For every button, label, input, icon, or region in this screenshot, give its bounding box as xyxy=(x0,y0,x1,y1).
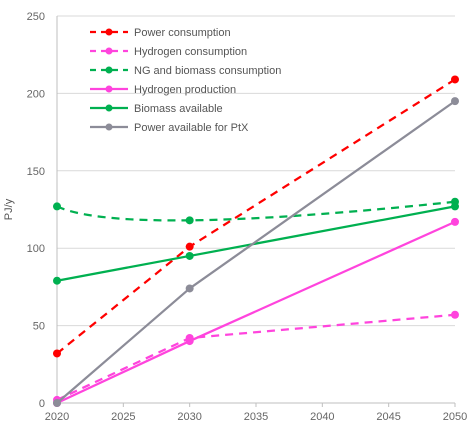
x-tick-label-2045: 2045 xyxy=(376,411,400,423)
legend-swatch-marker xyxy=(105,28,113,36)
series-5-point-2020 xyxy=(53,276,61,285)
series-line-3 xyxy=(56,200,456,222)
legend-label: Power available for PtX xyxy=(134,122,249,134)
legend-label: Hydrogen production xyxy=(134,84,236,96)
legend-label: Biomass available xyxy=(134,103,223,115)
series-6-point-2030 xyxy=(185,284,194,293)
series-1-point-2020 xyxy=(53,349,61,358)
series-line-2 xyxy=(56,313,456,401)
series-1-point-2030 xyxy=(185,242,194,251)
legend-item-2: Hydrogen consumption xyxy=(90,46,247,58)
x-tick-label-2035: 2035 xyxy=(244,411,268,423)
legend-item-1: Power consumption xyxy=(90,27,231,39)
series-line-4 xyxy=(56,220,456,405)
y-tick-label-50: 50 xyxy=(33,321,45,333)
series-3-point-2030 xyxy=(185,216,194,225)
series-6-point-2020 xyxy=(53,399,61,407)
legend-label: NG and biomass consumption xyxy=(134,65,281,77)
legend-swatch-marker xyxy=(105,104,113,112)
series-3-point-2020 xyxy=(53,202,61,211)
legend-item-6: Power available for PtX xyxy=(90,122,249,134)
y-axis-label: PJ/y xyxy=(3,198,15,220)
series-5-point-2050 xyxy=(451,202,459,211)
legend-item-3: NG and biomass consumption xyxy=(90,65,281,77)
x-tick-label-2040: 2040 xyxy=(310,411,334,423)
y-tick-label-250: 250 xyxy=(27,11,45,23)
x-tick-label-2030: 2030 xyxy=(177,411,201,423)
legend-label: Hydrogen consumption xyxy=(134,46,247,58)
legend: Power consumption Hydrogen consumption NG … xyxy=(90,27,281,134)
legend-swatch-marker xyxy=(105,123,113,131)
y-tick-label-200: 200 xyxy=(27,88,45,100)
series-5-point-2030 xyxy=(185,251,194,260)
legend-label: Power consumption xyxy=(134,27,231,39)
series-lines xyxy=(53,75,459,407)
legend-swatch-marker xyxy=(105,85,113,93)
x-tick-label-2020: 2020 xyxy=(45,411,69,423)
series-line-6 xyxy=(56,100,456,404)
series-1-point-2050 xyxy=(451,75,459,84)
y-tick-label-150: 150 xyxy=(27,166,45,178)
axes: 0 50 100 150 200 250 2020 2025 2030 2035 2040 2045 2… xyxy=(3,11,467,423)
legend-swatch-marker xyxy=(105,66,113,74)
legend-item-5: Biomass available xyxy=(90,103,223,115)
x-tick-label-2050: 2050 xyxy=(443,411,467,423)
series-6-point-2050 xyxy=(451,97,459,106)
y-tick-label-100: 100 xyxy=(27,243,45,255)
series-4-point-2030 xyxy=(185,337,194,346)
legend-item-4: Hydrogen production xyxy=(90,84,236,96)
series-2-point-2050 xyxy=(451,310,459,319)
x-tick-label-2025: 2025 xyxy=(111,411,135,423)
y-tick-label-0: 0 xyxy=(39,398,45,410)
series-4-point-2050 xyxy=(451,217,459,226)
legend-swatch-marker xyxy=(105,47,113,55)
